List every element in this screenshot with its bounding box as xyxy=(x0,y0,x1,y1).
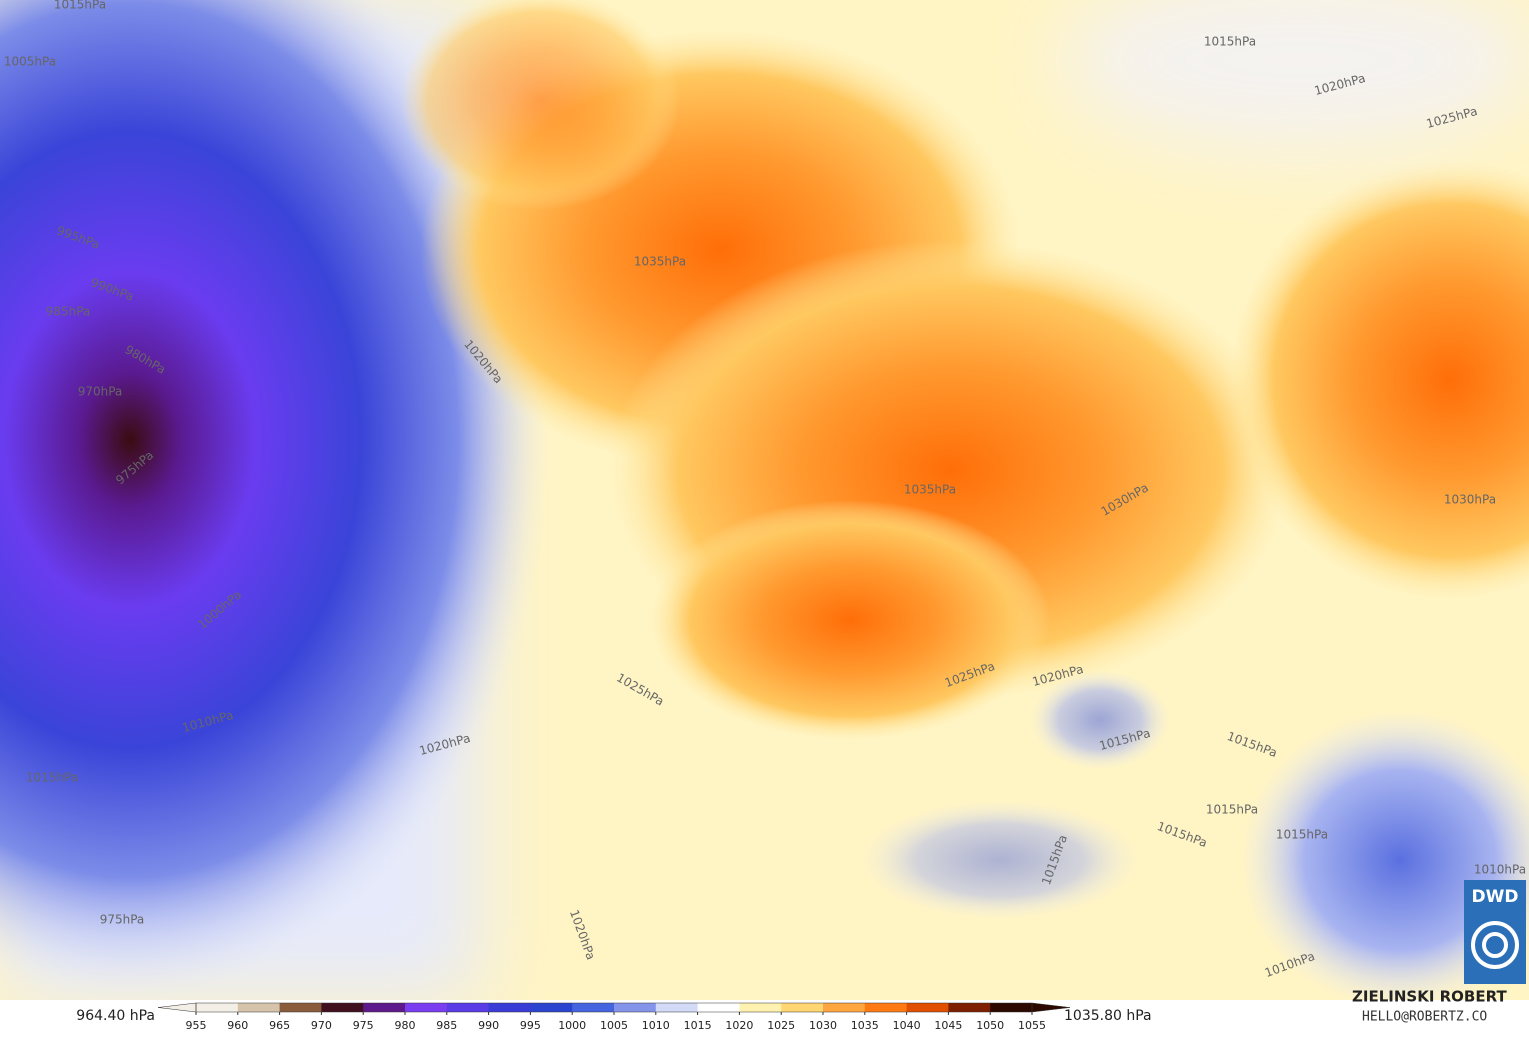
low-east-med xyxy=(860,800,1140,920)
isobar-label: 1005hPa xyxy=(4,55,56,69)
colorbar-segment xyxy=(823,1003,866,1012)
colorbar-min: 964.40 hPa xyxy=(76,1008,155,1024)
colorbar-tick-label: 960 xyxy=(227,1019,248,1032)
colorbar-tick-label: 975 xyxy=(353,1019,374,1032)
colorbar-segment xyxy=(279,1003,322,1012)
colorbar-segment xyxy=(739,1003,782,1012)
high-russia xyxy=(1230,160,1529,600)
isobar-label: 1035hPa xyxy=(634,255,686,269)
high-norway-sea xyxy=(400,0,680,210)
colorbar-segment xyxy=(488,1003,531,1012)
colorbar-tick-label: 995 xyxy=(520,1019,541,1032)
isobar-label: 985hPa xyxy=(46,305,91,319)
colorbar-segment xyxy=(655,1003,699,1012)
colorbar-tick-label: 980 xyxy=(395,1019,416,1032)
isobar-label: 1030hPa xyxy=(1444,493,1496,507)
colorbar-max: 1035.80 hPa xyxy=(1064,1008,1152,1024)
colorbar-tick-label: 1005 xyxy=(600,1019,628,1032)
colorbar-segment xyxy=(446,1003,490,1012)
colorbar-tick-label: 955 xyxy=(186,1019,207,1032)
isobar-label: 1010hPa xyxy=(1474,863,1526,877)
email: HELLO@ROBERTZ.CO xyxy=(1362,1010,1487,1025)
north-shade xyxy=(1060,0,1529,150)
colorbar-segment xyxy=(948,1003,991,1012)
colorbar-tick-label: 1050 xyxy=(976,1019,1004,1032)
colorbar-tick-label: 1045 xyxy=(934,1019,962,1032)
isobar-label: 1015hPa xyxy=(1204,35,1256,49)
colorbar-segment xyxy=(321,1003,364,1012)
low-pressure xyxy=(0,0,550,1000)
isobar-label: 1015hPa xyxy=(26,771,78,785)
colorbar-segment xyxy=(196,1003,239,1012)
colorbar-tick-label: 1035 xyxy=(851,1019,879,1032)
colorbar-tick-label: 1020 xyxy=(725,1019,753,1032)
colorbar-segment xyxy=(530,1003,573,1012)
colorbar-tick-label: 1040 xyxy=(893,1019,921,1032)
colorbar-segment xyxy=(363,1003,406,1012)
colorbar-tick-label: 970 xyxy=(311,1019,332,1032)
isobar-label: 1015hPa xyxy=(1276,828,1328,842)
high-balkans xyxy=(650,500,1050,740)
isobar-label: 1015hPa xyxy=(54,0,106,12)
author: ZIELINSKI ROBERT xyxy=(1352,988,1507,1006)
colorbar-segment xyxy=(781,1003,824,1012)
logo-swirl xyxy=(1471,921,1519,969)
colorbar-tick-label: 990 xyxy=(478,1019,499,1032)
colorbar-tick-label: 1055 xyxy=(1018,1019,1046,1032)
colorbar-segment xyxy=(990,1003,1033,1012)
low-black-sea xyxy=(1030,670,1170,770)
colorbar-segment xyxy=(572,1003,615,1012)
colorbar-segment xyxy=(614,1003,657,1012)
colorbar-segment xyxy=(237,1003,281,1012)
isobar-label: 1015hPa xyxy=(1206,803,1258,817)
colorbar-segment xyxy=(864,1003,908,1012)
isobar-label: 970hPa xyxy=(78,385,123,399)
colorbar-tick-label: 1030 xyxy=(809,1019,837,1032)
colorbar-tick-label: 1010 xyxy=(642,1019,670,1032)
colorbar-segment xyxy=(697,1003,740,1012)
colorbar-tick-label: 1025 xyxy=(767,1019,795,1032)
colorbar-tick-label: 985 xyxy=(436,1019,457,1032)
low-middle-east xyxy=(1240,710,1529,1010)
colorbar-tick-label: 965 xyxy=(269,1019,290,1032)
logo-text: DWD xyxy=(1472,887,1519,907)
colorbar-segment xyxy=(906,1003,949,1012)
colorbar-segment xyxy=(405,1003,448,1012)
colorbar-tick-label: 1015 xyxy=(684,1019,712,1032)
isobar-label: 975hPa xyxy=(100,913,145,927)
logo-swirl-inner xyxy=(1482,932,1508,958)
colorbar: 955 960 965 970 975 980 985 990 995 1000 1005 1010 1… xyxy=(157,1002,1071,1032)
colorbar-tick-label: 1000 xyxy=(558,1019,586,1032)
isobar-label: 1035hPa xyxy=(904,483,956,497)
